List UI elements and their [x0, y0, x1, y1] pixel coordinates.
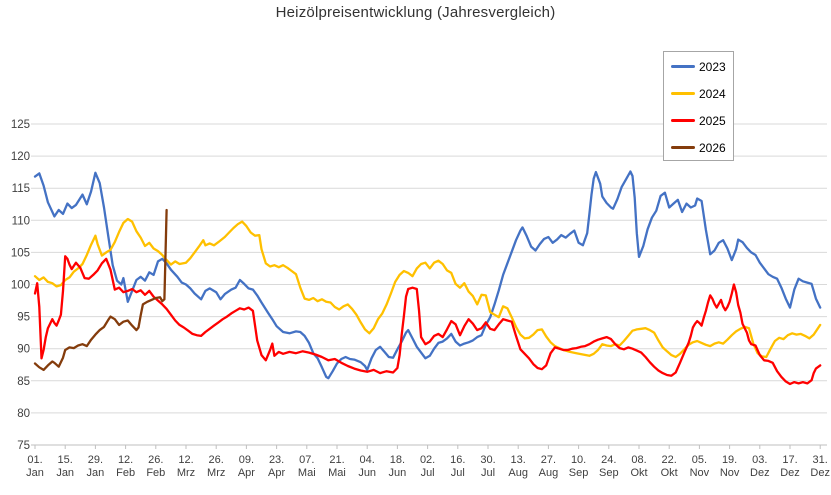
- series-line-2025: [33, 255, 822, 386]
- y-axis-label: 75: [17, 440, 30, 452]
- x-axis-label: 18. Jun: [389, 454, 407, 479]
- x-axis-label: 12. Mrz: [177, 454, 195, 479]
- x-axis-label: 26. Mrz: [207, 454, 225, 479]
- legend-label: 2025: [699, 113, 726, 128]
- x-axis-label: 04. Jun: [358, 454, 376, 479]
- legend-line-swatch: [671, 119, 695, 122]
- x-axis-label: 03. Dez: [750, 454, 770, 479]
- y-axis-label: 110: [12, 215, 30, 227]
- x-axis-label: 15. Jan: [56, 454, 74, 479]
- x-axis-label: 01. Jan: [26, 454, 44, 479]
- legend-label: 2024: [699, 86, 726, 101]
- y-axis-label: 105: [11, 247, 30, 259]
- legend-label: 2026: [699, 140, 726, 155]
- x-axis-label: 12. Feb: [116, 454, 135, 479]
- x-axis-label: 09. Apr: [238, 454, 255, 479]
- x-axis-label: 27. Aug: [539, 454, 559, 479]
- x-axis-label: 16. Jul: [450, 454, 465, 479]
- y-axis-label: 100: [11, 280, 30, 292]
- x-axis-label: 29. Jan: [87, 454, 105, 479]
- series-line-2023: [33, 170, 822, 380]
- x-axis-label: 23. Apr: [268, 454, 285, 479]
- legend-line-swatch: [671, 92, 695, 95]
- legend-item-2024: 2024: [664, 80, 733, 107]
- chart-title: Heizölpreisentwicklung (Jahresvergleich): [275, 4, 556, 21]
- x-axis-label: 13. Aug: [508, 454, 528, 479]
- y-axis-label: 95: [17, 312, 30, 324]
- legend-item-2023: 2023: [664, 53, 733, 80]
- y-axis-label: 115: [12, 183, 30, 195]
- x-axis-label: 30. Jul: [480, 454, 495, 479]
- legend-line-swatch: [671, 65, 695, 68]
- x-axis-label: 07. Mai: [298, 454, 316, 479]
- series-line-2024: [33, 217, 822, 359]
- x-axis-label: 26. Feb: [146, 454, 165, 479]
- y-axis-label: 85: [17, 376, 30, 388]
- x-axis-label: 22. Okt: [661, 454, 678, 479]
- legend-item-2026: 2026: [664, 134, 733, 161]
- x-axis-label: 02. Jul: [420, 454, 435, 479]
- series-line-2026: [33, 208, 168, 372]
- x-axis-label: 08. Okt: [630, 454, 647, 479]
- x-axis-label: 19. Nov: [720, 454, 740, 479]
- y-axis-label: 80: [17, 408, 30, 420]
- x-axis-label: 21. Mai: [328, 454, 346, 479]
- y-axis-label: 90: [17, 344, 30, 356]
- x-axis-label: 05. Nov: [690, 454, 710, 479]
- x-axis-label: 17. Dez: [780, 454, 800, 479]
- legend-label: 2023: [699, 59, 726, 74]
- legend-item-2025: 2025: [664, 107, 733, 134]
- x-axis-label: 10. Sep: [569, 454, 589, 479]
- x-axis-label: 31. Dez: [810, 454, 830, 479]
- chart-legend: 2023 2024 2025 2026: [663, 51, 734, 161]
- y-axis-label: 125: [11, 119, 30, 131]
- legend-line-swatch: [671, 146, 695, 149]
- y-axis-label: 120: [11, 151, 30, 163]
- x-axis-label: 24. Sep: [599, 454, 619, 479]
